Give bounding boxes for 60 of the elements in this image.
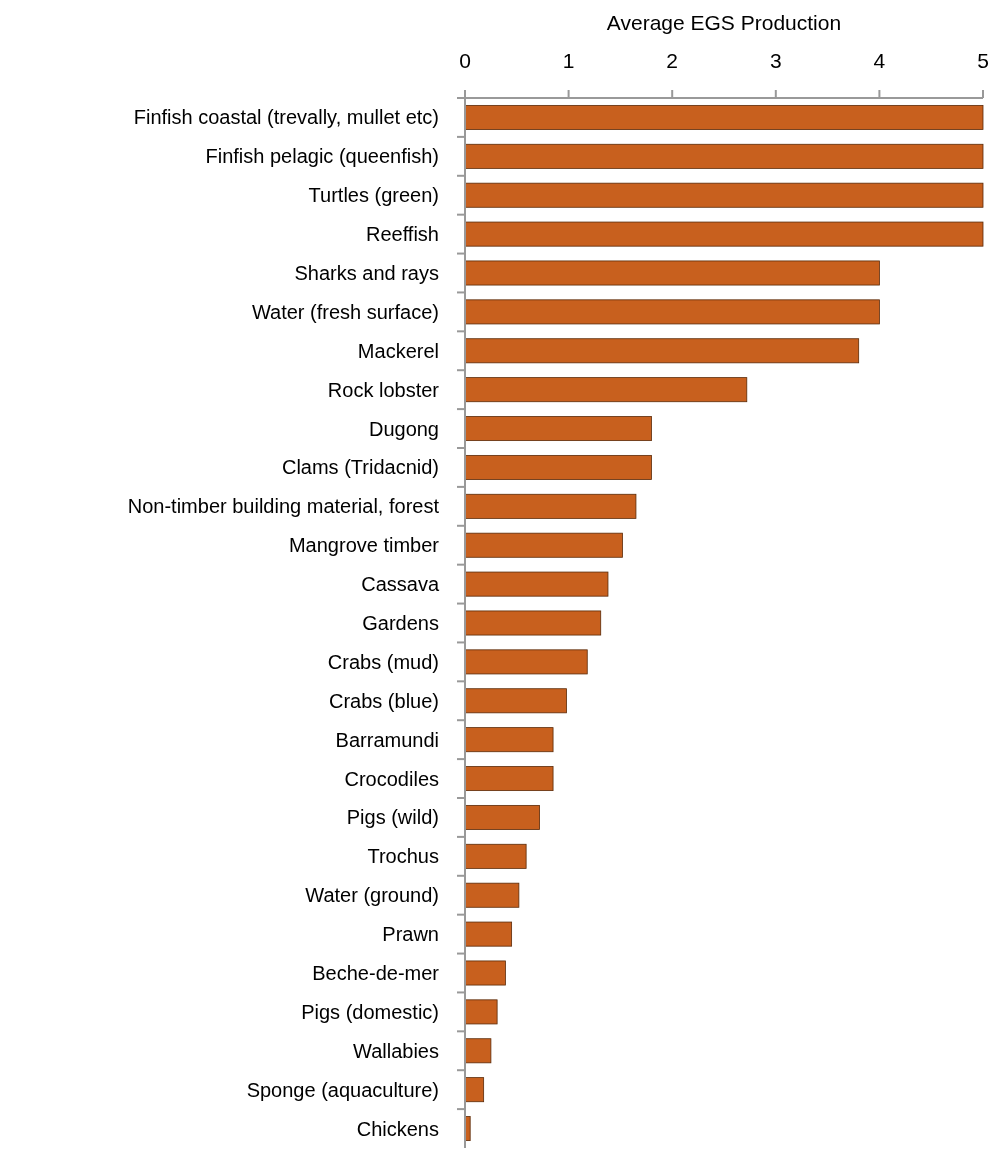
x-tick-label: 1: [562, 49, 575, 72]
y-tick-label: Pigs (wild): [346, 806, 439, 829]
y-tick-label: Crabs (mud): [327, 650, 439, 673]
bar: [464, 260, 880, 286]
y-tick-label: Chickens: [356, 1117, 439, 1140]
y-tick-label: Crocodiles: [344, 767, 439, 790]
bar: [464, 960, 506, 986]
x-tick-label: 4: [873, 49, 886, 72]
y-tick-label: Finfish coastal (trevally, mullet etc): [133, 106, 439, 129]
y-tick-label: Wallabies: [353, 1039, 439, 1062]
x-tick-label: 3: [769, 49, 782, 72]
bar: [464, 532, 623, 558]
x-tick-label: 2: [666, 49, 679, 72]
x-tick-label: 0: [459, 49, 471, 72]
bar: [464, 921, 513, 947]
y-tick-label: Dugong: [368, 417, 439, 440]
y-tick-label: Turtles (green): [308, 184, 439, 207]
bar: [464, 804, 540, 830]
bar: [464, 377, 748, 403]
y-tick-label: Crabs (blue): [328, 689, 439, 712]
y-tick-label: Mangrove timber: [288, 534, 440, 557]
y-tick-label: Beche-de-mer: [312, 962, 440, 984]
bar: [464, 104, 984, 130]
y-tick-label: Clams (Tridacnid): [281, 456, 439, 479]
bar: [464, 688, 567, 714]
y-tick-label: Water (ground): [305, 884, 439, 907]
y-tick-label: Water (fresh surface): [251, 300, 439, 323]
bar: [464, 882, 520, 908]
bar: [464, 299, 880, 325]
y-tick-label: Sponge (aquaculture): [246, 1078, 439, 1101]
bar: [464, 182, 984, 208]
bar: [464, 143, 984, 169]
bar: [464, 1077, 485, 1103]
bar: [464, 727, 554, 753]
x-axis-title: Average EGS Production: [606, 11, 842, 34]
bar: [464, 999, 498, 1025]
bar: [464, 649, 588, 675]
y-tick-label: Finfish pelagic (queenfish): [205, 145, 439, 168]
y-tick-label: Non-timber building material, forest: [127, 495, 440, 518]
y-tick-label: Cassava: [361, 573, 440, 596]
bar: [464, 766, 554, 792]
bar: [464, 221, 984, 247]
y-tick-label: Sharks and rays: [294, 262, 439, 284]
x-tick-label: 5: [977, 49, 989, 72]
y-tick-label: Prawn: [382, 923, 439, 946]
bar: [464, 338, 860, 364]
bar: [464, 454, 652, 480]
bar: [464, 493, 637, 519]
y-tick-label: Trochus: [367, 845, 439, 868]
y-tick-label: Mackerel: [357, 339, 439, 362]
y-tick-label: Reeffish: [365, 223, 439, 246]
bar: [464, 571, 609, 597]
bar: [464, 843, 527, 869]
y-tick-label: Gardens: [362, 612, 439, 634]
y-tick-label: Pigs (domestic): [301, 1000, 439, 1023]
bar: [464, 610, 602, 636]
bar: [464, 1038, 492, 1064]
bar: [464, 416, 652, 442]
y-tick-label: Rock lobster: [327, 378, 440, 401]
y-tick-label: Barramundi: [335, 728, 439, 751]
